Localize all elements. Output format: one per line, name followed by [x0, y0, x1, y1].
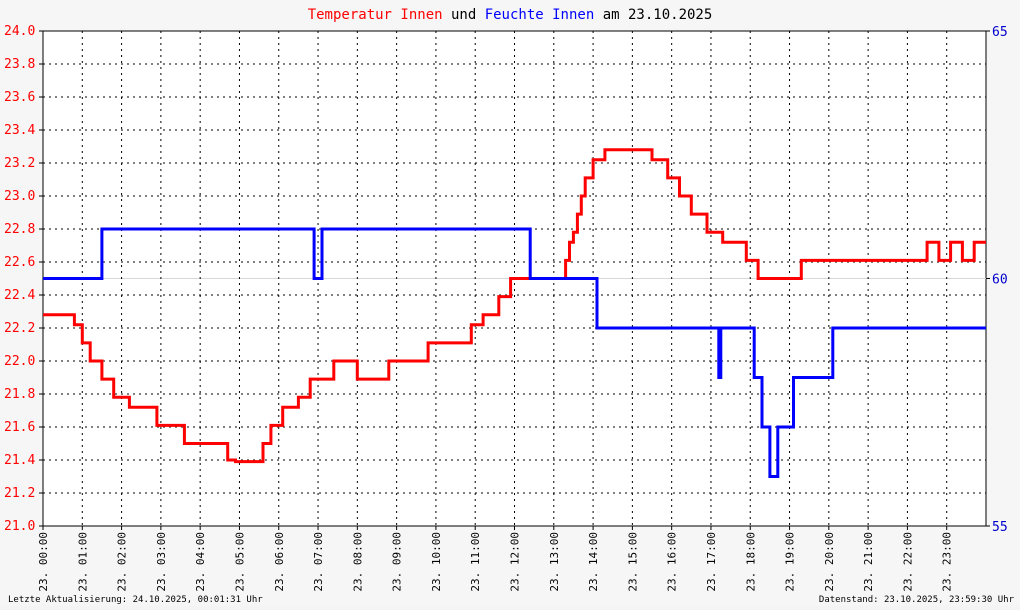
x-tick-label: 23. 18:00	[744, 532, 757, 592]
y-right-tick-label: 65	[992, 25, 1008, 40]
y-left-tick-label: 21.2	[4, 486, 35, 501]
series-line-humidity	[43, 227, 986, 478]
y-left-tick-label: 23.2	[4, 156, 35, 171]
title-temperature: Temperatur Innen	[308, 7, 443, 23]
x-tick-label: 23. 20:00	[823, 532, 836, 592]
x-tick-label: 23. 02:00	[116, 532, 129, 592]
x-tick-label: 23. 04:00	[194, 532, 207, 592]
x-tick-label: 23. 00:00	[37, 532, 50, 592]
title-date: am 23.10.2025	[594, 7, 712, 23]
y-left-tick-label: 23.4	[4, 123, 35, 138]
x-tick-label: 23. 03:00	[155, 532, 168, 592]
x-tick-label: 23. 11:00	[469, 532, 482, 592]
y-right-tick-label: 55	[992, 520, 1008, 535]
x-tick-label: 23. 21:00	[862, 532, 875, 592]
x-tick-label: 23. 16:00	[666, 532, 679, 592]
y-right-tick-label: 60	[992, 273, 1008, 288]
x-tick-label: 23. 06:00	[273, 532, 286, 592]
y-left-tick-label: 22.0	[4, 354, 35, 369]
x-tick-label: 23. 19:00	[784, 532, 797, 592]
x-tick-label: 23. 05:00	[233, 532, 246, 592]
x-tick-label: 23. 15:00	[626, 532, 639, 592]
series-layer	[43, 148, 986, 478]
y-left-tick-label: 22.4	[4, 288, 35, 303]
y-left-tick-label: 22.8	[4, 222, 35, 237]
y-left-tick-label: 23.8	[4, 57, 35, 72]
footer-data-status: Datenstand: 23.10.2025, 23:59:30 Uhr	[819, 595, 1015, 605]
x-tick-label: 23. 09:00	[391, 532, 404, 592]
series-line-temperature	[43, 148, 986, 464]
title-und: und	[443, 7, 485, 23]
y-left-tick-label: 21.4	[4, 453, 35, 468]
x-tick-label: 23. 12:00	[509, 532, 522, 592]
x-tick-label: 23. 01:00	[76, 532, 89, 592]
x-tick-label: 23. 22:00	[901, 532, 914, 592]
y-left-tick-label: 23.0	[4, 189, 35, 204]
x-tick-label: 23. 17:00	[705, 532, 718, 592]
x-tick-label: 23. 14:00	[587, 532, 600, 592]
x-tick-label: 23. 08:00	[351, 532, 364, 592]
x-tick-label: 23. 13:00	[548, 532, 561, 592]
x-tick-label: 23. 23:00	[941, 532, 954, 592]
y-left-tick-label: 22.6	[4, 255, 35, 270]
y-left-tick-label: 21.0	[4, 519, 35, 534]
footer-last-update: Letzte Aktualisierung: 24.10.2025, 00:01…	[8, 595, 263, 605]
x-tick-label: 23. 07:00	[312, 532, 325, 592]
x-tick-label: 23. 10:00	[430, 532, 443, 592]
y-left-tick-label: 24.0	[4, 24, 35, 39]
y-left-tick-label: 21.6	[4, 420, 35, 435]
chart-title: Temperatur Innen und Feuchte Innen am 23…	[308, 7, 713, 23]
y-left-tick-label: 23.6	[4, 90, 35, 105]
y-left-tick-label: 22.2	[4, 321, 35, 336]
title-humidity: Feuchte Innen	[485, 7, 595, 23]
axis-layer: 21.0 21.2 21.4 21.6 21.8 22.0 22.2 22.4 22.6 22.8…	[4, 24, 1008, 592]
y-left-tick-label: 21.8	[4, 387, 35, 402]
